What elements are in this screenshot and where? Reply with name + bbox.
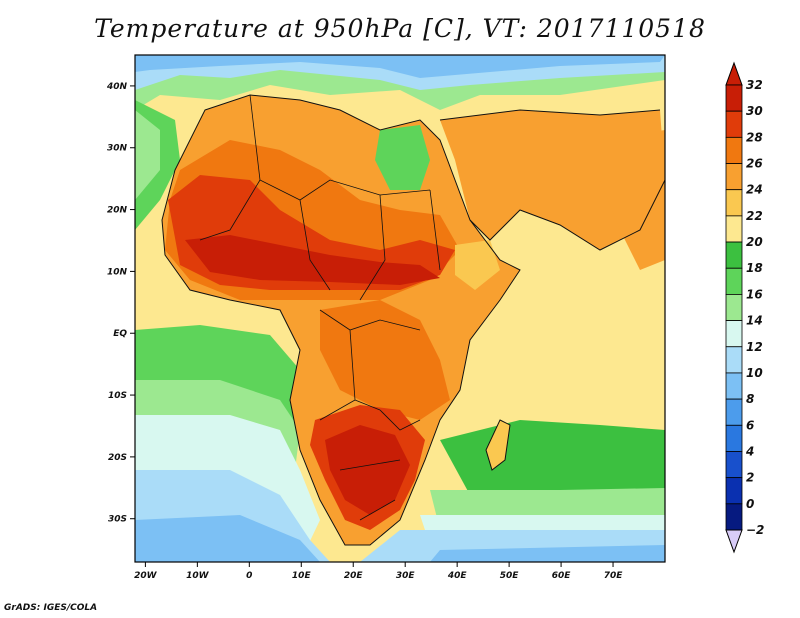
colorbar-label-5: 22 xyxy=(746,209,763,223)
colorbar-cell-15 xyxy=(725,477,743,505)
colorbar-label-16: 0 xyxy=(746,497,754,511)
colorbar-label-10: 12 xyxy=(746,340,763,354)
africa-coastline xyxy=(161,94,521,546)
lat-tick-label-4: EQ xyxy=(113,329,127,339)
lon-tick-label-1: 10W xyxy=(186,571,210,581)
colorbar-cell-3 xyxy=(725,163,743,191)
lon-tick-label-4: 20E xyxy=(344,571,364,581)
colorbar-cell-2 xyxy=(725,136,743,164)
lon-tick-label-7: 50E xyxy=(500,571,520,581)
lat-tick-label-3: 10N xyxy=(107,267,128,277)
atlantic-north-cold xyxy=(135,110,160,200)
colorbar-cell-9 xyxy=(725,320,743,348)
colorbar-label-8: 16 xyxy=(746,287,763,301)
longitude-axis: 20W 10W 0 10E 20E 30E 40E 50E 60E 70E xyxy=(134,562,623,581)
colorbar-min-arrow xyxy=(725,529,743,554)
lat-tick-label-5: 10S xyxy=(108,391,127,401)
colorbar-cell-13 xyxy=(725,424,743,452)
central-africa-warm xyxy=(320,300,450,420)
colorbar-label-1: 30 xyxy=(746,104,763,118)
colorbar-label-4: 24 xyxy=(746,183,763,197)
lat-tick-label-2: 20N xyxy=(107,206,128,216)
temperature-field xyxy=(135,55,665,562)
colorbar-label-2: 28 xyxy=(746,130,763,144)
egypt-cool xyxy=(375,125,430,190)
kalahari-hottest xyxy=(325,425,410,515)
map-frame xyxy=(134,54,666,563)
lon-tick-label-9: 70E xyxy=(604,571,624,581)
colorbar-cell-12 xyxy=(725,398,743,426)
colorbar-cell-8 xyxy=(725,294,743,321)
india-warm xyxy=(600,130,665,270)
colorbar-label-3: 26 xyxy=(746,157,763,171)
colorbar-cell-1 xyxy=(725,110,743,138)
lat-tick-label-6: 20S xyxy=(108,453,127,463)
colorbar-label-13: 6 xyxy=(746,418,754,432)
lon-tick-label-0: 20W xyxy=(134,571,158,581)
colorbar-cell-7 xyxy=(725,267,743,295)
colorbar-cell-6 xyxy=(725,241,743,269)
colorbar-label-11: 10 xyxy=(746,366,763,380)
colorbar-cell-14 xyxy=(725,451,743,479)
colorbar-cell-0 xyxy=(725,84,743,112)
colorbar-label-7: 18 xyxy=(746,261,763,275)
credit-text: GrADS: IGES/COLA xyxy=(4,603,98,613)
colorbar-max-arrow xyxy=(725,61,743,86)
colorbar-label-15: 2 xyxy=(746,471,754,485)
ethiopia-highlands xyxy=(455,240,500,290)
colorbar-label-6: 20 xyxy=(746,235,763,249)
colorbar-cell-4 xyxy=(725,189,743,217)
madagascar-coastline xyxy=(485,419,511,471)
colorbar-cell-10 xyxy=(725,346,743,374)
arabia-coastline xyxy=(439,109,665,251)
south-atlantic-deep-blue xyxy=(135,515,320,562)
madagascar xyxy=(486,420,510,470)
map-title: Temperature at 950hPa [C], VT: 201711051… xyxy=(94,14,706,43)
interior-borders xyxy=(199,94,441,521)
colorbar-cell-5 xyxy=(725,215,743,243)
colorbar-label-14: 4 xyxy=(745,444,754,458)
lat-tick-label-7: 30S xyxy=(108,515,127,525)
colorbar-cell-16 xyxy=(725,503,743,531)
lon-tick-label-6: 40E xyxy=(447,571,468,581)
colorbar-label-17: −2 xyxy=(746,523,764,537)
lon-tick-label-8: 60E xyxy=(552,571,572,581)
latitude-axis: 40N 30N 20N 10N EQ 10S 20S 30S xyxy=(106,82,135,525)
sahel-hottest xyxy=(185,235,440,285)
colorbar-label-12: 8 xyxy=(746,392,754,406)
colorbar-cell-11 xyxy=(725,372,743,400)
lon-tick-label-3: 10E xyxy=(292,571,312,581)
country-borders xyxy=(161,94,665,546)
lon-tick-label-5: 30E xyxy=(396,571,416,581)
indian-ocean-deep-blue xyxy=(430,545,665,562)
colorbar-label-9: 14 xyxy=(746,314,763,328)
lat-tick-label-1: 30N xyxy=(107,144,128,154)
north-cold-zone xyxy=(135,55,665,78)
lon-tick-label-2: 0 xyxy=(246,571,252,581)
colorbar-label-0: 32 xyxy=(746,78,763,92)
lat-tick-label-0: 40N xyxy=(106,82,128,92)
